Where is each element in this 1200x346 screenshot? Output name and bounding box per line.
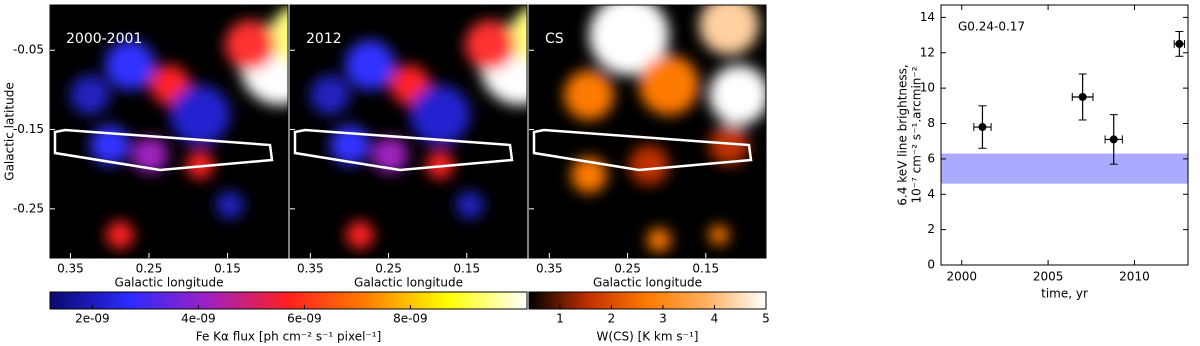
colorbar-tick-label: 2e-09 [75, 312, 110, 326]
y-tick-label: 12 [920, 45, 935, 59]
emission-blob [216, 191, 244, 219]
region-outline [532, 128, 753, 172]
y-axis-label: Galactic latitude [3, 82, 17, 180]
colorbar-tick-label: 6e-09 [287, 312, 322, 326]
plot-frame [940, 4, 1189, 266]
x-tick-label: 0.15 [453, 262, 480, 276]
colorbar-tick-label: 3 [659, 312, 667, 326]
colorbar-label: W(CS) [K km s⁻¹] [597, 330, 699, 344]
x-axis-label: Galactic longitude [115, 276, 224, 290]
colorbar-label: Fe Kα flux [ph cm⁻² s⁻¹ pixel⁻¹] [196, 330, 382, 344]
x-axis-label: time, yr [1041, 287, 1088, 301]
colorbar-tick-label: 4 [711, 312, 719, 326]
colorbar-tick-label: 1 [556, 312, 564, 326]
x-tick-label: 0.25 [375, 262, 402, 276]
panel-label: CS [545, 31, 564, 47]
data-point [1109, 135, 1118, 144]
emission-blob [225, 20, 275, 70]
data-point [1175, 39, 1184, 48]
colorbar [528, 291, 767, 310]
emission-blob [699, 5, 759, 55]
annotation: G0.24-0.17 [958, 20, 1025, 34]
emission-blob [132, 137, 168, 173]
x-tick-label: 0.35 [536, 262, 563, 276]
emission-blob [345, 40, 395, 90]
emission-blob [410, 85, 470, 145]
x-tick-label: 2000 [946, 270, 977, 284]
region-outline [53, 128, 274, 172]
emission-blob [465, 20, 515, 70]
emission-blob [629, 145, 669, 185]
emission-blob [106, 221, 134, 249]
emission-blob [589, 5, 669, 75]
emission-blob [564, 70, 614, 120]
colorbar-tick-label: 4e-09 [181, 312, 216, 326]
x-tick-label: 0.35 [57, 262, 84, 276]
colorbar [49, 291, 528, 310]
emission-blob [170, 85, 230, 145]
x-tick-label: 0.25 [614, 262, 641, 276]
emission-blob [70, 75, 110, 115]
y-tick-label: -0.15 [13, 122, 44, 136]
panel-frame [49, 4, 289, 259]
y-tick-label: -0.05 [13, 43, 44, 57]
panel-label: 2000-2001 [66, 31, 142, 47]
x-tick-label: 0.35 [297, 262, 324, 276]
emission-blob [571, 157, 607, 193]
x-tick-label: 0.15 [692, 262, 719, 276]
colorbar-tick-label: 5 [762, 312, 770, 326]
emission-blob [709, 225, 729, 245]
y-tick-label: -0.25 [13, 201, 44, 215]
y-axis-label: 6.4 keV line brightness, [896, 64, 910, 205]
emission-blob [709, 65, 766, 125]
y-tick-label: 8 [927, 116, 935, 130]
y-tick-label: 14 [920, 10, 935, 24]
y-axis-label: 10⁻⁷ cm⁻² s⁻¹.arcmin⁻² [910, 66, 924, 203]
y-tick-label: 6 [927, 151, 935, 165]
x-tick-label: 2005 [1033, 270, 1064, 284]
emission-blob [426, 151, 454, 179]
map-image [293, 7, 527, 249]
emission-blob [105, 40, 155, 90]
emission-blob [456, 191, 484, 219]
region-outline [293, 128, 514, 172]
y-tick-label: 4 [927, 187, 935, 201]
emission-blob [647, 228, 671, 252]
y-tick-label: 2 [927, 222, 935, 236]
panel-frame [289, 4, 528, 259]
x-axis-label: Galactic longitude [593, 276, 702, 290]
panel-label: 2012 [306, 31, 342, 47]
emission-blob [310, 75, 350, 115]
y-tick-label: 0 [927, 258, 935, 272]
emission-blob [346, 221, 374, 249]
colorbar-tick-label: 8e-09 [393, 312, 428, 326]
panel-frame [528, 4, 767, 259]
emission-blob [186, 151, 214, 179]
colorbar-tick-label: 2 [608, 312, 616, 326]
x-tick-label: 0.25 [136, 262, 163, 276]
data-point [978, 123, 987, 132]
data-point [1078, 92, 1087, 101]
map-image [532, 5, 766, 252]
map-blobs [564, 5, 766, 252]
emission-blob [372, 137, 408, 173]
emission-blob [639, 55, 699, 115]
y-tick-label: 10 [920, 81, 935, 95]
map-blobs [310, 7, 527, 249]
error-band [941, 153, 1188, 184]
x-tick-label: 0.15 [214, 262, 241, 276]
emission-blob [709, 125, 749, 165]
x-axis-label: Galactic longitude [354, 276, 463, 290]
x-tick-label: 2010 [1119, 270, 1150, 284]
map-image [53, 7, 288, 249]
